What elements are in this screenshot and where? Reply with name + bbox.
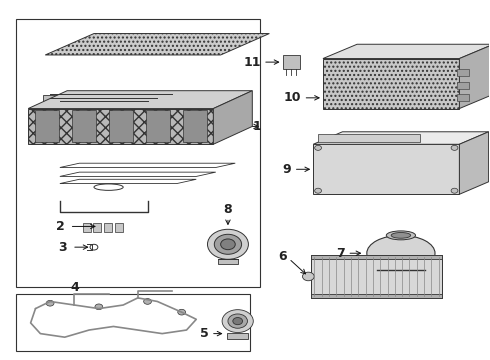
- Bar: [227, 333, 248, 339]
- Circle shape: [315, 145, 321, 150]
- Bar: [94, 223, 101, 232]
- Polygon shape: [323, 44, 490, 59]
- Circle shape: [228, 314, 247, 328]
- Text: 3: 3: [58, 240, 67, 254]
- Bar: [146, 111, 170, 143]
- Bar: [109, 111, 133, 143]
- Text: 10: 10: [284, 91, 301, 104]
- Bar: [457, 69, 469, 76]
- Bar: [34, 111, 59, 143]
- Bar: [83, 223, 91, 232]
- Circle shape: [315, 188, 321, 193]
- Bar: [457, 82, 469, 89]
- Circle shape: [451, 145, 458, 150]
- Bar: [115, 223, 122, 232]
- Text: 4: 4: [70, 281, 79, 294]
- Text: 1: 1: [252, 120, 261, 133]
- Bar: [457, 94, 469, 102]
- Polygon shape: [323, 59, 460, 109]
- Circle shape: [214, 234, 242, 254]
- Bar: [218, 259, 238, 264]
- Text: 8: 8: [223, 203, 232, 216]
- Ellipse shape: [367, 235, 435, 271]
- Text: 9: 9: [283, 163, 291, 176]
- Text: 11: 11: [243, 55, 261, 69]
- Polygon shape: [460, 44, 490, 109]
- Text: 2: 2: [56, 220, 65, 233]
- Polygon shape: [213, 91, 252, 144]
- Bar: [311, 294, 442, 298]
- Polygon shape: [28, 91, 252, 109]
- Ellipse shape: [386, 231, 416, 240]
- Bar: [311, 255, 442, 298]
- Polygon shape: [45, 33, 270, 55]
- Bar: [72, 111, 96, 143]
- Bar: [183, 111, 207, 143]
- Bar: [311, 255, 442, 259]
- Circle shape: [451, 188, 458, 193]
- Bar: [150, 95, 165, 101]
- Bar: [43, 95, 57, 101]
- Circle shape: [207, 229, 248, 259]
- Circle shape: [220, 239, 235, 249]
- Text: 6: 6: [278, 250, 287, 263]
- Circle shape: [144, 298, 151, 304]
- Polygon shape: [460, 132, 489, 194]
- Circle shape: [222, 310, 253, 333]
- Polygon shape: [313, 144, 460, 194]
- Circle shape: [95, 304, 103, 310]
- Circle shape: [302, 272, 314, 281]
- Bar: [104, 223, 112, 232]
- Text: 7: 7: [336, 247, 345, 260]
- Ellipse shape: [391, 233, 411, 238]
- Bar: [318, 134, 420, 143]
- Text: 5: 5: [200, 327, 208, 340]
- Bar: [283, 55, 299, 69]
- Circle shape: [178, 309, 186, 315]
- Circle shape: [46, 300, 54, 306]
- Circle shape: [233, 318, 243, 325]
- Polygon shape: [313, 132, 489, 144]
- Polygon shape: [28, 109, 213, 144]
- Bar: [165, 93, 179, 99]
